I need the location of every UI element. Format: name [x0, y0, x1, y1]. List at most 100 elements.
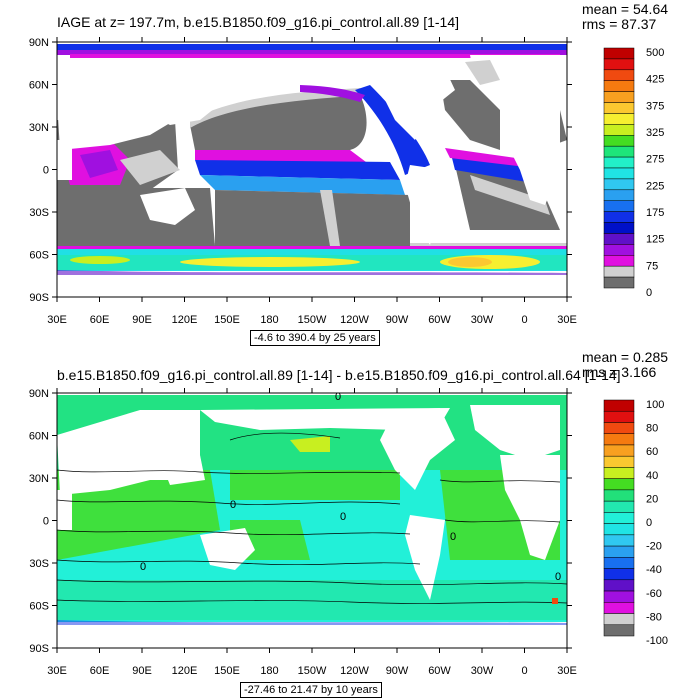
colorbar-swatch: [603, 433, 635, 446]
y-tick-label: 90N: [29, 37, 49, 49]
panel1-colorbar: 500 425 375 325 275 225 175 125 75 0: [603, 47, 664, 299]
colorbar-swatch: [603, 590, 635, 603]
x-tick-label: 0: [521, 665, 527, 677]
colorbar-swatch: [603, 422, 635, 434]
svg-text:0: 0: [555, 571, 561, 583]
colorbar-label: -60: [646, 588, 662, 600]
colorbar-swatch: [603, 500, 635, 513]
x-tick-label: 90W: [386, 665, 409, 677]
colorbar-label: 225: [646, 180, 664, 192]
colorbar-swatch: [603, 145, 635, 158]
y-tick-label: 90S: [29, 292, 49, 304]
colorbar-swatch: [603, 102, 635, 114]
colorbar-label: 60: [646, 446, 658, 458]
colorbar-swatch: [603, 113, 635, 125]
colorbar-swatch: [603, 444, 635, 457]
colorbar-label: 425: [646, 74, 664, 86]
colorbar-swatch: [603, 69, 635, 81]
x-tick-label: 60E: [90, 665, 110, 677]
y-tick-label: 90S: [29, 643, 49, 655]
panel1-range-label: -4.6 to 390.4 by 25 years: [250, 330, 380, 346]
x-tick-label: 180: [260, 665, 278, 677]
x-tick-label: 60E: [90, 314, 110, 326]
y-tick-label: 30N: [29, 473, 49, 485]
x-tick-label: 90W: [386, 314, 409, 326]
colorbar-swatch: [603, 545, 635, 558]
y-tick-label: 60S: [29, 250, 49, 262]
panel1-axes: 30E 60E 90E 120E 150E 180 150W 120W 90W 60W 30W 0 30…: [29, 37, 577, 326]
svg-text:0: 0: [335, 391, 341, 403]
x-tick-label: 30E: [557, 314, 577, 326]
colorbar-label: 375: [646, 100, 664, 112]
colorbar-swatch: [603, 534, 635, 547]
colorbar-label: 325: [646, 127, 664, 139]
panel1-rms: rms = 87.37: [582, 16, 657, 32]
colorbar-swatch: [603, 489, 635, 502]
colorbar-swatch: [603, 178, 635, 191]
x-tick-label: 30E: [47, 665, 67, 677]
panel1-stats: mean = 54.64 rms = 87.37: [582, 2, 668, 32]
colorbar-swatch: [603, 80, 635, 92]
x-tick-label: 120E: [172, 314, 198, 326]
colorbar-swatch: [603, 523, 635, 536]
y-tick-label: 30N: [29, 122, 49, 134]
x-tick-label: 90E: [132, 314, 152, 326]
x-tick-label: 0: [521, 314, 527, 326]
colorbar-label: 125: [646, 234, 664, 246]
colorbar-swatch: [603, 613, 635, 626]
panel2-contours: [57, 432, 567, 604]
x-tick-label: 150W: [298, 665, 327, 677]
colorbar-label: 0: [646, 517, 652, 529]
colorbar-swatch: [603, 211, 635, 223]
x-tick-label: 120W: [340, 665, 369, 677]
svg-text:0: 0: [450, 531, 456, 543]
colorbar-swatch: [603, 265, 635, 278]
colorbar-swatch: [603, 399, 635, 412]
x-tick-label: 120W: [340, 314, 369, 326]
colorbar-swatch: [603, 276, 635, 289]
panel2-stats: mean = 0.285 rms = 3.166: [582, 350, 668, 380]
colorbar-swatch: [603, 156, 635, 169]
colorbar-label: 80: [646, 423, 658, 435]
colorbar-label: 75: [646, 260, 658, 272]
colorbar-swatch: [603, 410, 635, 423]
x-tick-label: 150W: [298, 314, 327, 326]
y-tick-label: 60N: [29, 80, 49, 92]
colorbar-swatch: [603, 167, 635, 180]
colorbar-swatch: [603, 222, 635, 234]
colorbar-label: -40: [646, 564, 662, 576]
x-tick-label: 30W: [471, 665, 494, 677]
colorbar-swatch: [603, 478, 635, 491]
panel2-map: 0 0 0 0 0 0: [57, 391, 567, 648]
colorbar-swatch: [603, 189, 635, 201]
colorbar-label: 20: [646, 493, 658, 505]
panel2-mean: mean = 0.285: [582, 349, 669, 365]
colorbar-swatch: [603, 124, 635, 136]
x-tick-label: 180: [260, 314, 278, 326]
panel1-mean: mean = 54.64: [582, 1, 669, 17]
panel1-title: IAGE at z= 197.7m, b.e15.B1850.f09_g16.p…: [57, 14, 459, 30]
panel2-rms: rms = 3.166: [582, 364, 657, 380]
x-tick-label: 30W: [471, 314, 494, 326]
colorbar-swatch: [603, 200, 635, 212]
colorbar-swatch: [603, 47, 635, 60]
y-tick-label: 30S: [29, 207, 49, 219]
y-tick-label: 90N: [29, 388, 49, 400]
svg-text:0: 0: [340, 511, 346, 523]
colorbar-swatch: [603, 58, 635, 71]
colorbar-swatch: [603, 233, 635, 245]
y-tick-label: 60N: [29, 431, 49, 443]
colorbar-swatch: [603, 244, 635, 256]
x-tick-label: 30E: [47, 314, 67, 326]
y-tick-label: 30S: [29, 558, 49, 570]
y-tick-label: 60S: [29, 601, 49, 613]
x-tick-label: 60W: [428, 314, 451, 326]
colorbar-label: 275: [646, 154, 664, 166]
colorbar-swatch: [603, 455, 635, 468]
colorbar-swatch: [603, 512, 635, 524]
panel2-range-label: -27.46 to 21.47 by 10 years: [240, 682, 382, 698]
svg-text:0: 0: [230, 499, 236, 511]
x-tick-label: 30E: [557, 665, 577, 677]
colorbar-swatch: [603, 568, 635, 581]
x-tick-label: 90E: [132, 665, 152, 677]
